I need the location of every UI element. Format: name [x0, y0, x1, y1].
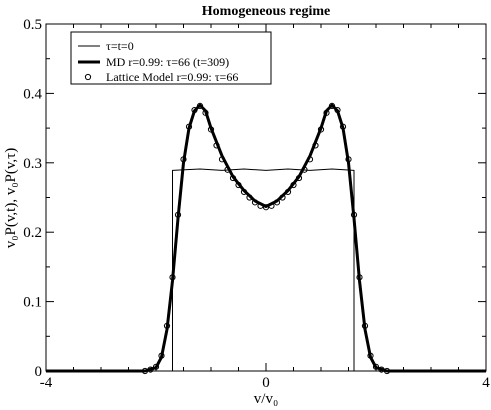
lattice-model-point [356, 274, 363, 281]
lattice-model-point [306, 156, 314, 163]
lattice-model-point [224, 166, 231, 173]
lattice-model-point [180, 156, 187, 163]
lattice-model-point [196, 102, 204, 109]
y-tick-label: 0.3 [23, 156, 42, 172]
lattice-model-point [202, 109, 209, 116]
lattice-model-point [218, 156, 226, 163]
legend-entry-label: τ=t=0 [106, 39, 134, 53]
x-tick-label: 0 [262, 375, 270, 391]
lattice-model-point [191, 106, 198, 114]
lattice-model-point [174, 211, 182, 218]
x-tick-label: -4 [40, 375, 53, 391]
lattice-model-point [378, 366, 385, 373]
y-tick-label: 0.1 [23, 295, 42, 311]
lattice-model-point [317, 126, 325, 133]
md-series-line [46, 103, 486, 373]
x-axis-label: v/v₀ [254, 391, 278, 407]
lattice-model-point [301, 166, 308, 173]
lattice-model-point [372, 363, 380, 370]
lattice-model-point [147, 366, 154, 373]
lattice-model-point [169, 274, 176, 281]
lattice-model-point [328, 102, 336, 109]
lattice-model-point [361, 322, 369, 329]
legend-marker [84, 73, 92, 81]
legend-box [70, 31, 272, 85]
y-tick-label: 0.2 [23, 225, 42, 241]
legend-entry-label: Lattice Model r=0.99: τ=66 [106, 70, 238, 84]
lattice-model-point [290, 181, 297, 189]
lattice-model-point [158, 352, 165, 359]
lattice-model-point [152, 363, 160, 370]
lattice-model-point [334, 106, 341, 114]
lattice-model-point [295, 174, 303, 182]
lattice-model-point [246, 194, 253, 201]
y-axis-label: v₀P(v,t), v₀P(v,τ) [3, 148, 19, 248]
lattice-model-point [235, 181, 242, 189]
y-tick-label: 0.4 [23, 86, 42, 102]
lattice-model-point [273, 199, 281, 206]
lattice-model-point [367, 352, 374, 359]
x-tick-label: 4 [482, 375, 490, 391]
lattice-model-point [268, 202, 275, 209]
lattice-model-point [163, 322, 171, 329]
lattice-model-point [262, 204, 270, 211]
lattice-model-point [350, 211, 358, 218]
lattice-model-point [240, 188, 248, 196]
lattice-model-point [185, 123, 193, 130]
legend-entry-label: MD r=0.99: τ=66 (t=309) [106, 55, 229, 69]
lattice-model-point [207, 126, 215, 133]
lattice-model-point [279, 194, 286, 201]
lattice-model-point [339, 123, 347, 130]
lattice-model-point [229, 174, 237, 182]
lattice-model-point [284, 188, 292, 196]
lattice-model-point [312, 142, 319, 149]
lattice-model-point [213, 142, 220, 149]
lattice-model-point [345, 156, 352, 163]
lattice-model-point [141, 367, 149, 375]
initial-series-line [46, 168, 486, 372]
lattice-model-point [323, 109, 330, 116]
chart-title: Homogeneous regime [202, 4, 330, 19]
lattice-model-point [251, 199, 259, 206]
lattice-model-point [383, 367, 391, 375]
y-tick-label: 0.5 [23, 17, 42, 33]
y-tick-label: 0 [35, 364, 43, 380]
lattice-model-point [257, 202, 264, 209]
